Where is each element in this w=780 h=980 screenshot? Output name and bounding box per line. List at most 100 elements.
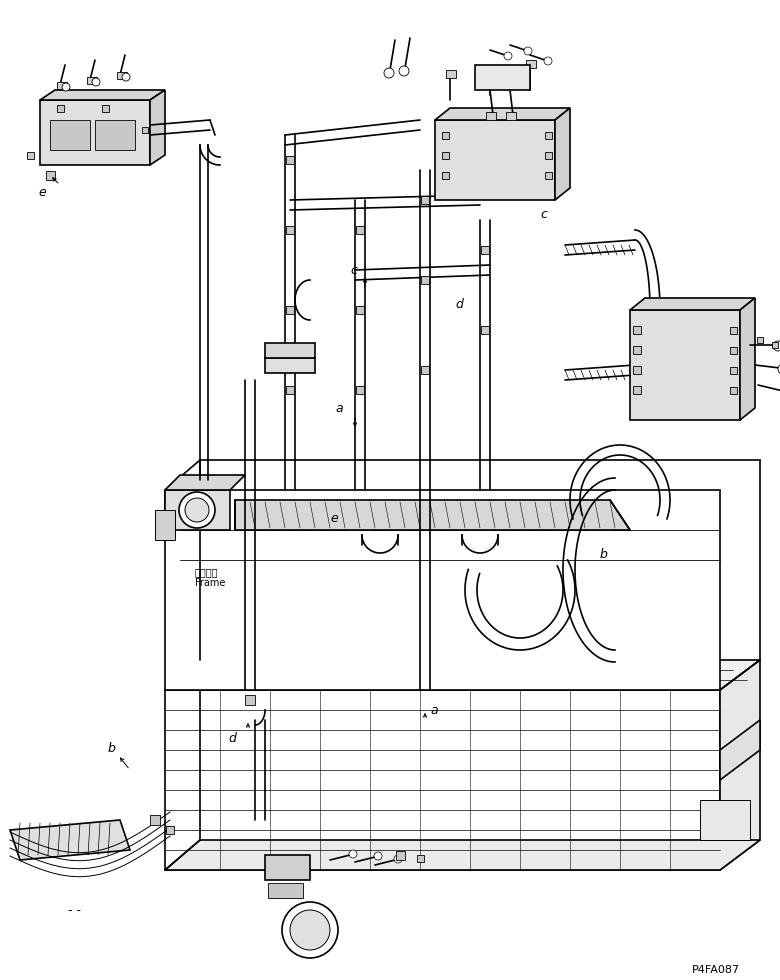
Circle shape <box>122 73 130 81</box>
Bar <box>46 171 55 180</box>
Circle shape <box>92 78 100 86</box>
Bar <box>442 172 449 179</box>
Bar <box>356 306 364 314</box>
Bar <box>87 77 97 84</box>
Circle shape <box>544 57 552 65</box>
Polygon shape <box>740 298 755 420</box>
Circle shape <box>778 364 780 374</box>
Bar <box>417 855 424 862</box>
Bar <box>700 800 750 840</box>
Circle shape <box>773 341 780 351</box>
Circle shape <box>62 83 70 91</box>
Bar <box>442 132 449 139</box>
Circle shape <box>374 852 382 860</box>
Bar <box>421 276 429 284</box>
Polygon shape <box>150 90 165 165</box>
Circle shape <box>399 66 409 76</box>
Circle shape <box>349 850 357 858</box>
Polygon shape <box>235 500 630 530</box>
Bar <box>730 347 737 354</box>
Bar <box>117 72 127 79</box>
Bar <box>446 70 456 78</box>
Bar <box>730 367 737 374</box>
Text: c: c <box>540 209 547 221</box>
Polygon shape <box>265 343 315 358</box>
Bar <box>486 112 496 120</box>
Bar <box>356 386 364 394</box>
Text: フレーム: フレーム <box>195 567 218 577</box>
Polygon shape <box>720 720 760 780</box>
Bar <box>166 826 174 834</box>
Bar <box>486 65 496 73</box>
Polygon shape <box>720 660 760 870</box>
Circle shape <box>290 910 330 950</box>
Bar <box>442 152 449 159</box>
Bar <box>545 172 552 179</box>
Text: d: d <box>455 299 463 312</box>
Bar <box>633 346 641 354</box>
Bar <box>286 306 294 314</box>
Text: b: b <box>108 742 116 755</box>
Polygon shape <box>435 120 555 200</box>
Text: c: c <box>350 264 357 276</box>
Bar <box>545 152 552 159</box>
Polygon shape <box>165 490 720 690</box>
Polygon shape <box>475 65 530 90</box>
Circle shape <box>394 855 402 863</box>
Polygon shape <box>165 660 760 690</box>
Bar <box>268 883 303 898</box>
Bar <box>633 366 641 374</box>
Bar <box>730 387 737 394</box>
Bar <box>50 120 90 150</box>
Text: e: e <box>38 185 46 199</box>
Bar <box>421 196 429 204</box>
Bar <box>57 82 67 89</box>
Circle shape <box>282 902 338 958</box>
Text: e: e <box>330 512 338 524</box>
Bar <box>506 112 516 120</box>
Bar <box>481 326 489 334</box>
Polygon shape <box>40 90 165 100</box>
Bar <box>95 120 135 150</box>
Polygon shape <box>165 475 245 490</box>
Polygon shape <box>165 690 720 870</box>
Polygon shape <box>265 855 310 880</box>
Text: a: a <box>430 704 438 716</box>
Bar <box>265 358 315 373</box>
Bar <box>526 60 536 68</box>
Polygon shape <box>435 108 570 120</box>
Text: b: b <box>600 549 608 562</box>
Polygon shape <box>165 840 760 870</box>
Polygon shape <box>555 108 570 200</box>
Polygon shape <box>40 100 150 165</box>
Bar <box>481 246 489 254</box>
Bar <box>245 695 255 705</box>
Polygon shape <box>165 490 230 530</box>
Polygon shape <box>630 310 740 420</box>
Bar <box>142 127 148 133</box>
Circle shape <box>384 68 394 78</box>
Bar <box>155 510 175 540</box>
Polygon shape <box>630 298 755 310</box>
Text: Frame: Frame <box>195 578 225 588</box>
Circle shape <box>504 52 512 60</box>
Bar <box>102 105 109 112</box>
Bar <box>27 152 34 159</box>
Bar <box>633 326 641 334</box>
Bar <box>633 386 641 394</box>
Bar <box>545 132 552 139</box>
Bar <box>286 156 294 164</box>
Text: d: d <box>228 731 236 745</box>
Bar <box>356 226 364 234</box>
Text: - -: - - <box>69 904 81 916</box>
Bar <box>772 342 778 348</box>
Text: P4FA087: P4FA087 <box>692 965 740 975</box>
Bar <box>396 851 405 860</box>
Polygon shape <box>10 820 130 860</box>
Bar <box>757 337 763 343</box>
Circle shape <box>179 492 215 528</box>
Bar <box>150 815 160 825</box>
Bar <box>286 386 294 394</box>
Circle shape <box>185 498 209 522</box>
Bar <box>57 105 64 112</box>
